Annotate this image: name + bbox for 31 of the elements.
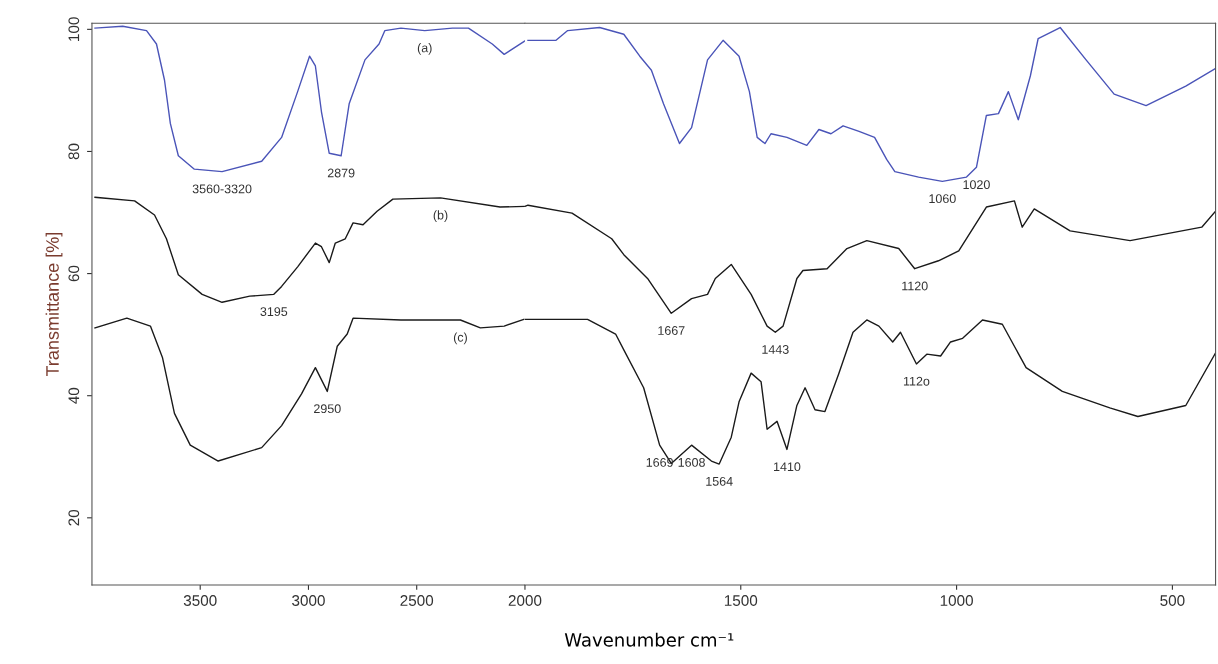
y-tick-label: 60: [68, 265, 80, 282]
annotation: 2879: [327, 168, 355, 178]
annotation: 1120: [902, 281, 928, 291]
annotation: (c): [453, 332, 467, 345]
y-tick-label: 20: [68, 509, 80, 526]
annotation: 3195: [260, 307, 288, 317]
annotation: 3560-3320: [192, 184, 252, 194]
x-tick-label: 1000: [940, 595, 973, 606]
x-tick-label: 3500: [183, 595, 217, 606]
x-tick-label: 500: [1160, 595, 1185, 606]
annotation: 1060: [929, 194, 956, 204]
x-tick-label: 2500: [400, 595, 434, 606]
annotation: 1020: [963, 180, 990, 190]
annotation: 112o: [903, 376, 930, 386]
annotation: (a): [417, 43, 432, 55]
annotation: 1443: [762, 345, 789, 354]
annotation: 1410: [774, 462, 801, 472]
annotation: 1608: [678, 457, 705, 467]
annotation: 1564: [706, 476, 733, 486]
annotation: 2950: [314, 404, 341, 414]
annotation: 1667: [658, 326, 685, 335]
x-tick-label: 1500: [724, 595, 758, 606]
annotation: (b): [433, 210, 448, 223]
y-tick-label: 40: [68, 387, 80, 404]
y-tick-label: 80: [68, 143, 80, 160]
annotation: 1669: [646, 457, 673, 467]
y-axis-title: Transmittance [%]: [45, 232, 63, 377]
x-tick-label: 3000: [292, 595, 325, 606]
x-tick-label: 2000: [508, 595, 542, 606]
y-tick-label: 100: [68, 17, 80, 41]
x-axis-title: Wavenumber cm⁻¹: [564, 632, 734, 647]
